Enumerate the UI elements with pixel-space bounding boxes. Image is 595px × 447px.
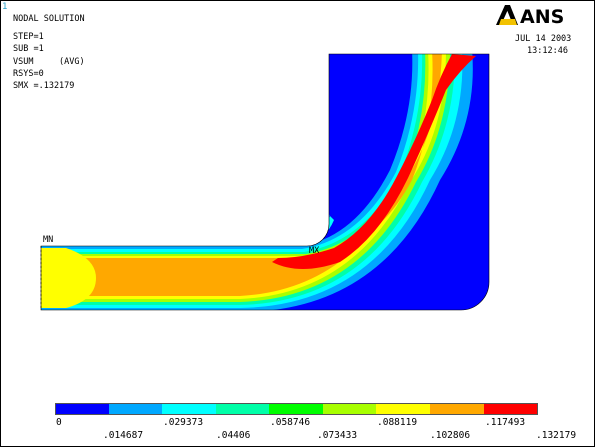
info-rsys: RSYS=0: [13, 69, 44, 79]
logo-text: ANSYS: [520, 6, 564, 27]
info-sub: SUB =1: [13, 44, 44, 54]
info-step: STEP=1: [13, 32, 44, 42]
contour-band-upper-2: [41, 216, 334, 247]
contour-band-upper-1: [41, 212, 330, 244]
legend-label-0: 0: [56, 417, 62, 428]
window-number: 1: [2, 2, 8, 12]
legend-label-6: .088119: [377, 417, 418, 428]
info-smx: SMX =.132179: [13, 81, 75, 91]
pipe-outline: [40, 53, 490, 311]
legend-swatch-6: [376, 403, 430, 415]
legend-label-9: .132179: [536, 430, 577, 441]
legend-label-3: .04406: [216, 430, 251, 441]
legend-swatch-4: [269, 403, 323, 415]
legend-label-8: .117493: [485, 417, 526, 428]
contour-outer-corner: [380, 230, 489, 310]
min-marker: MN: [43, 235, 54, 245]
ansys-logo: ANSYS: [496, 5, 564, 27]
legend-swatch-2: [162, 403, 216, 415]
legend-swatch-3: [216, 403, 269, 415]
plot-title: NODAL SOLUTION: [13, 14, 85, 24]
legend-label-4: .058746: [270, 417, 311, 428]
contour-inlet-zone: [41, 248, 96, 308]
max-marker: MX: [309, 246, 320, 256]
info-result: VSUM (AVG): [13, 57, 85, 67]
legend-swatch-7: [430, 403, 484, 415]
legend-swatch-1: [109, 403, 162, 415]
legend-label-2: .029373: [163, 417, 204, 428]
date-label: JUL 14 2003: [515, 34, 572, 44]
legend-label-7: .102806: [430, 430, 471, 441]
time-label: 13:12:46: [527, 46, 568, 56]
legend-swatch-0: [55, 403, 109, 415]
legend-label-1: .014687: [103, 430, 144, 441]
legend-swatch-5: [323, 403, 376, 415]
legend-swatch-8: [484, 403, 538, 415]
legend-label-5: .073433: [317, 430, 358, 441]
contour-band-max: [272, 54, 476, 269]
